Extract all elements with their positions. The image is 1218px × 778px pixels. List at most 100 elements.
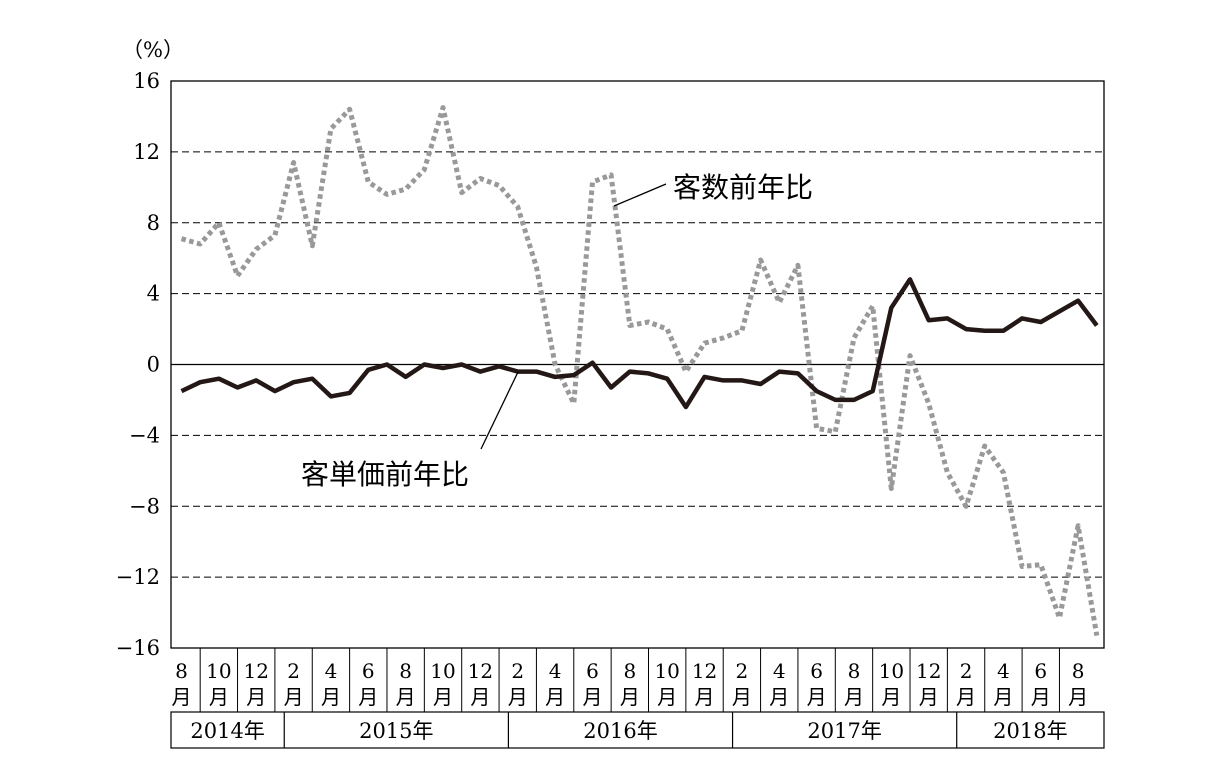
x-month-tick: 2月 [956,659,976,709]
x-month-tick: 10月 [206,659,231,709]
year-label: 2015年 [359,719,433,743]
x-month-number: 10 [430,659,455,683]
x-month-tick: 6月 [358,659,378,709]
x-month-tick: 4月 [769,659,789,709]
x-month-number: 6 [1034,659,1047,683]
year-label: 2016年 [583,719,657,743]
x-month-number: 8 [1072,659,1085,683]
y-tick-label: −12 [116,565,160,589]
x-month-tick: 10月 [654,659,679,709]
x-month-number: 8 [623,659,636,683]
x-month-unit: 月 [657,685,677,709]
y-tick-label: 16 [133,69,160,93]
x-month-number: 6 [586,659,599,683]
x-month-tick: 10月 [430,659,455,709]
y-tick-label: −16 [116,636,160,660]
annotation-customer-count: 客数前年比 [673,171,813,204]
x-month-tick: 4月 [993,659,1013,709]
y-tick-label: −4 [129,423,160,447]
x-month-number: 12 [916,659,941,683]
x-month-number: 2 [736,659,749,683]
x-month-number: 8 [399,659,412,683]
y-tick-label: 4 [147,282,160,306]
x-month-tick: 12月 [468,659,493,709]
x-month-unit: 月 [919,685,939,709]
x-month-number: 8 [175,659,188,683]
year-band-frame [170,711,1105,749]
x-axis-year-band: 2014年 2015年 2016年 2017年 2018年 [170,711,1105,749]
x-month-unit: 月 [807,685,827,709]
grid-lines [171,151,1104,578]
x-month-tick: 2月 [284,659,304,709]
annotation-leader-customer-count [613,183,667,207]
y-tick-label: 8 [147,211,160,235]
annotation-leader-customer-spend [480,371,519,450]
x-month-unit: 月 [433,685,453,709]
x-month-unit: 月 [470,685,490,709]
series-line-customer-spend [180,277,1099,410]
x-month-number: 4 [773,659,786,683]
x-month-number: 2 [511,659,524,683]
year-label: 2018年 [993,719,1067,743]
x-month-tick: 6月 [582,659,602,709]
x-month-unit: 月 [396,685,416,709]
series-line-customer-count [180,105,1100,637]
x-month-unit: 月 [582,685,602,709]
x-month-tick: 2月 [732,659,752,709]
x-month-unit: 月 [844,685,864,709]
x-month-unit: 月 [993,685,1013,709]
x-month-unit: 月 [1068,685,1088,709]
x-month-number: 12 [692,659,717,683]
plot-frame [170,80,1105,649]
x-month-tick: 12月 [243,659,268,709]
x-month-unit: 月 [358,685,378,709]
x-month-tick: 8月 [396,659,416,709]
x-month-number: 6 [810,659,823,683]
x-month-unit: 月 [172,685,192,709]
x-month-unit: 月 [508,685,528,709]
x-month-tick: 10月 [879,659,904,709]
x-month-tick: 12月 [692,659,717,709]
x-axis-month-ticks: 8月10月12月2月4月6月8月10月12月2月4月6月8月10月12月2月4月… [172,648,1088,712]
x-month-number: 12 [468,659,493,683]
x-month-tick: 12月 [916,659,941,709]
x-month-number: 4 [997,659,1010,683]
x-month-number: 6 [362,659,375,683]
x-month-tick: 8月 [1068,659,1088,709]
x-month-number: 8 [848,659,861,683]
x-month-unit: 月 [620,685,640,709]
x-month-unit: 月 [732,685,752,709]
x-month-number: 2 [287,659,300,683]
y-axis-ticks: 16 12 8 4 0 −4 −8 −12 −16 [116,69,160,660]
x-month-tick: 6月 [1031,659,1051,709]
x-month-tick: 4月 [545,659,565,709]
x-month-number: 10 [654,659,679,683]
y-tick-label: 0 [147,353,160,377]
x-month-unit: 月 [209,685,229,709]
x-month-tick: 2月 [508,659,528,709]
annotation-customer-spend: 客単価前年比 [301,458,469,491]
annotations: 客数前年比 客単価前年比 [301,171,813,491]
x-month-unit: 月 [545,685,565,709]
x-month-number: 4 [325,659,338,683]
x-month-tick: 4月 [321,659,341,709]
x-month-unit: 月 [956,685,976,709]
y-tick-label: −8 [129,494,160,518]
x-month-number: 10 [206,659,231,683]
x-month-number: 10 [879,659,904,683]
series-lines [180,105,1100,637]
x-month-number: 2 [960,659,973,683]
x-month-tick: 8月 [844,659,864,709]
x-month-unit: 月 [695,685,715,709]
year-label: 2014年 [190,719,264,743]
y-axis-unit: （%） [122,38,184,62]
x-month-tick: 8月 [620,659,640,709]
x-month-unit: 月 [246,685,266,709]
x-month-unit: 月 [284,685,304,709]
y-tick-label: 12 [133,140,160,164]
x-month-unit: 月 [769,685,789,709]
x-month-number: 12 [243,659,268,683]
x-month-number: 4 [549,659,562,683]
year-label: 2017年 [807,719,881,743]
